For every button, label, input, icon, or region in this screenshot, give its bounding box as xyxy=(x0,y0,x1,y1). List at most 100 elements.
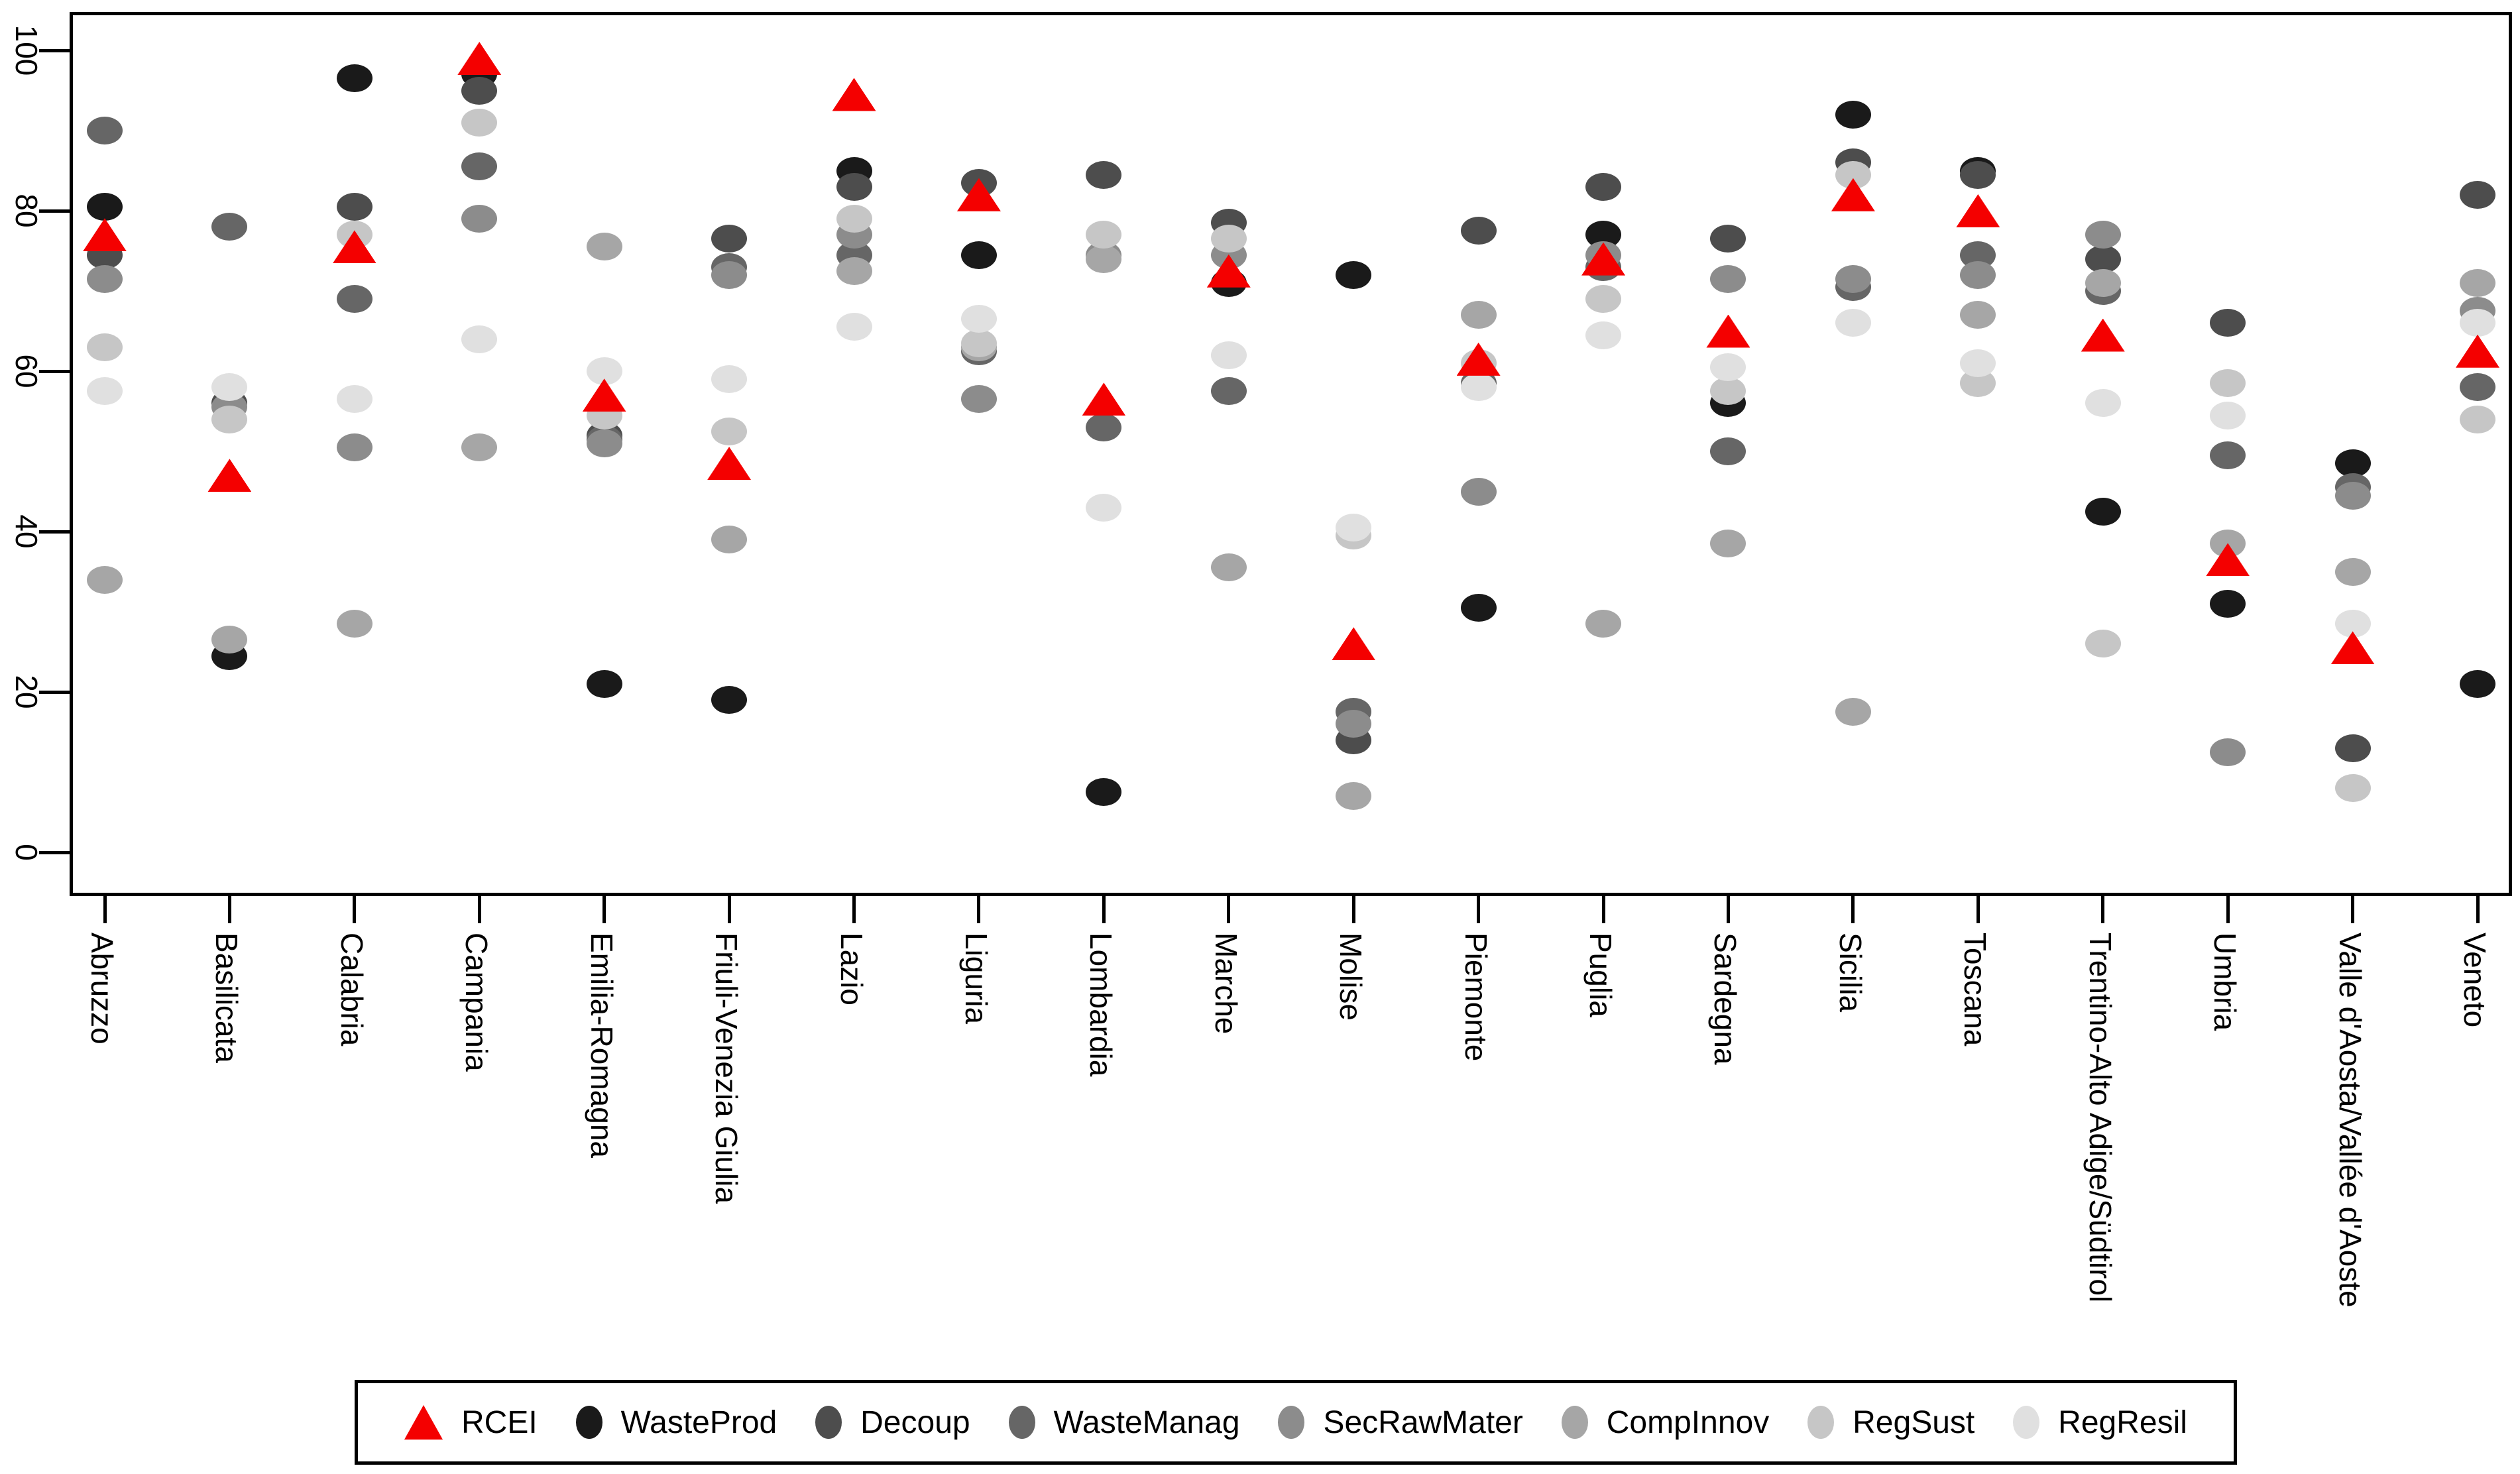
data-point-RegResil xyxy=(1460,373,1497,402)
data-point-WasteManag xyxy=(1210,377,1247,406)
data-point-RegSust xyxy=(87,333,123,361)
x-tick-label: Emilia-Romagna xyxy=(584,933,619,1159)
data-point-RegResil xyxy=(2460,309,2495,337)
data-point-Decoup xyxy=(1086,160,1122,189)
x-tick-label: Friuli-Venezia Giulia xyxy=(709,933,744,1204)
y-tick xyxy=(39,209,70,213)
legend-dot-icon xyxy=(1807,1406,1835,1439)
y-tick-label: 40 xyxy=(9,514,44,549)
data-point-WasteProd xyxy=(2085,497,2121,526)
data-point-SecRawMater xyxy=(2085,221,2121,249)
data-point-RegResil xyxy=(1336,513,1372,541)
x-tick xyxy=(2101,893,2105,923)
legend-label: CompInnov xyxy=(1606,1404,1770,1440)
x-tick-label: Trentino-Alto Adige/Südtirol xyxy=(2083,933,2118,1303)
x-tick xyxy=(977,893,981,923)
data-point-SecRawMater xyxy=(461,205,498,233)
data-point-WasteProd xyxy=(2460,669,2495,698)
x-tick-label: Lazio xyxy=(834,933,869,1005)
data-point-RegResil xyxy=(87,377,123,406)
x-tick xyxy=(1726,893,1730,923)
data-point-RegResil xyxy=(1835,309,1871,337)
data-point-RegResil xyxy=(960,305,997,333)
data-point-RegResil xyxy=(1210,341,1247,369)
data-point-WasteProd xyxy=(1460,593,1497,622)
data-point-CompInnov xyxy=(2085,268,2121,297)
data-point-RegResil xyxy=(461,325,498,353)
x-tick xyxy=(1227,893,1231,923)
legend: RCEI WasteProd Decoup WasteManag SecRawMater… xyxy=(355,1380,2237,1465)
data-point-WasteProd xyxy=(87,192,123,221)
data-point-Decoup xyxy=(2460,180,2495,209)
legend-item-Decoup: Decoup xyxy=(815,1404,970,1441)
x-tick-label: Abruzzo xyxy=(85,933,119,1045)
data-point-CompInnov xyxy=(711,526,748,554)
data-point-WasteProd xyxy=(2334,449,2371,478)
data-point-RegSust xyxy=(1585,285,1622,313)
data-point-WasteProd xyxy=(336,64,372,93)
data-point-RegResil xyxy=(336,385,372,414)
x-tick xyxy=(103,893,107,923)
y-tick-label: 100 xyxy=(9,25,44,76)
data-point-RegResil xyxy=(1960,349,1996,377)
data-point-RegSust xyxy=(960,329,997,357)
data-point-SecRawMater xyxy=(2334,481,2371,510)
y-tick-label: 20 xyxy=(9,675,44,709)
data-point-SecRawMater xyxy=(960,385,997,414)
data-point-CompInnov xyxy=(1086,245,1122,273)
data-point-SecRawMater xyxy=(586,429,622,457)
data-point-CompInnov xyxy=(1210,553,1247,582)
data-point-RegSust xyxy=(836,205,872,233)
data-point-CompInnov xyxy=(211,626,248,654)
x-tick-label: Piemonte xyxy=(1458,933,1493,1062)
x-tick xyxy=(2226,893,2230,923)
data-point-RegSust xyxy=(211,405,248,433)
legend-dot-icon xyxy=(1561,1406,1588,1439)
data-point-RegSust xyxy=(2085,630,2121,658)
data-point-SecRawMater xyxy=(1710,264,1747,293)
data-point-WasteManag xyxy=(211,213,248,241)
x-tick xyxy=(353,893,357,923)
data-point-RegResil xyxy=(1710,353,1747,381)
x-tick-label: Sardegna xyxy=(1708,933,1743,1065)
data-point-WasteManag xyxy=(1086,413,1122,441)
legend-label: SecRawMater xyxy=(1323,1404,1523,1440)
x-tick-label: Umbria xyxy=(2208,933,2243,1031)
data-point-WasteProd xyxy=(1086,778,1122,807)
data-point-WasteProd xyxy=(960,241,997,269)
legend-dot-icon xyxy=(1008,1406,1035,1439)
data-point-RegSust xyxy=(2210,369,2246,398)
x-tick-label: Molise xyxy=(1334,933,1369,1021)
legend-item-RegSust: RegSust xyxy=(1807,1404,1975,1441)
data-point-CompInnov xyxy=(1960,301,1996,329)
data-point-CompInnov xyxy=(1710,530,1747,558)
data-point-RegResil xyxy=(836,313,872,341)
data-point-CompInnov xyxy=(2334,557,2371,586)
x-tick-label: Sicilia xyxy=(1833,933,1868,1013)
data-point-Decoup xyxy=(461,76,498,105)
x-tick xyxy=(227,893,231,923)
y-tick xyxy=(39,530,70,534)
y-tick-label: 0 xyxy=(9,844,44,861)
x-tick-label: Calabria xyxy=(334,933,369,1047)
x-tick-label: Marche xyxy=(1208,933,1243,1035)
legend-label: WasteProd xyxy=(620,1404,777,1440)
x-tick-label: Basilicata xyxy=(209,933,245,1063)
data-point-RegResil xyxy=(2085,389,2121,418)
data-point-Decoup xyxy=(836,172,872,201)
legend-item-RegResil: RegResil xyxy=(2013,1404,2187,1441)
x-tick-label: Veneto xyxy=(2458,933,2492,1028)
data-point-WasteProd xyxy=(586,669,622,698)
data-point-SecRawMater xyxy=(1960,260,1996,289)
data-point-Decoup xyxy=(1460,217,1497,245)
data-point-CompInnov xyxy=(1835,698,1871,726)
data-point-SecRawMater xyxy=(87,264,123,293)
data-point-SecRawMater xyxy=(711,260,748,289)
y-tick xyxy=(39,850,70,854)
legend-label: RegSust xyxy=(1853,1404,1975,1440)
data-point-WasteProd xyxy=(1835,100,1871,129)
data-point-Decoup xyxy=(2085,245,2121,273)
legend-label: Decoup xyxy=(860,1404,970,1440)
data-point-WasteProd xyxy=(2210,589,2246,618)
data-point-WasteProd xyxy=(1336,260,1372,289)
